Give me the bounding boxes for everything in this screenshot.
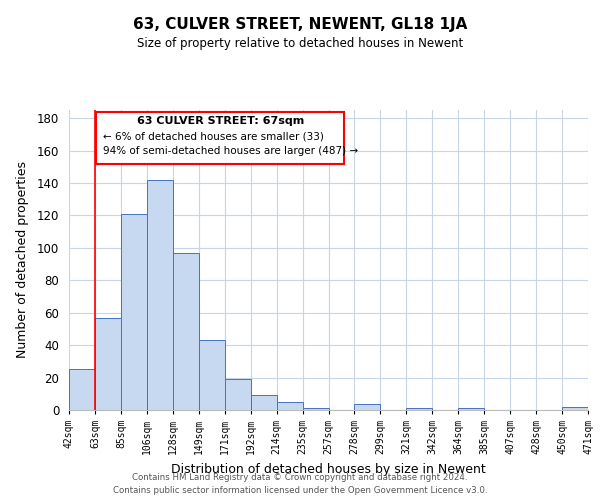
Y-axis label: Number of detached properties: Number of detached properties <box>16 162 29 358</box>
Text: Size of property relative to detached houses in Newent: Size of property relative to detached ho… <box>137 38 463 51</box>
Text: 63 CULVER STREET: 67sqm: 63 CULVER STREET: 67sqm <box>137 116 304 126</box>
Bar <box>562 407 588 410</box>
Bar <box>199 340 224 410</box>
Text: Contains HM Land Registry data © Crown copyright and database right 2024.: Contains HM Land Registry data © Crown c… <box>132 472 468 482</box>
Bar <box>147 180 173 410</box>
Bar <box>121 214 147 410</box>
Bar <box>302 408 329 410</box>
Bar <box>251 396 277 410</box>
Text: Contains public sector information licensed under the Open Government Licence v3: Contains public sector information licen… <box>113 486 487 495</box>
Text: 94% of semi-detached houses are larger (487) →: 94% of semi-detached houses are larger (… <box>103 146 358 156</box>
X-axis label: Distribution of detached houses by size in Newent: Distribution of detached houses by size … <box>171 462 486 475</box>
Bar <box>173 252 199 410</box>
Text: ← 6% of detached houses are smaller (33): ← 6% of detached houses are smaller (33) <box>103 132 323 142</box>
Text: 63, CULVER STREET, NEWENT, GL18 1JA: 63, CULVER STREET, NEWENT, GL18 1JA <box>133 18 467 32</box>
Bar <box>69 370 95 410</box>
Bar <box>355 404 380 410</box>
Bar <box>458 408 484 410</box>
Bar <box>95 318 121 410</box>
FancyBboxPatch shape <box>96 112 344 164</box>
Bar <box>225 379 251 410</box>
Bar <box>277 402 302 410</box>
Bar <box>406 408 432 410</box>
